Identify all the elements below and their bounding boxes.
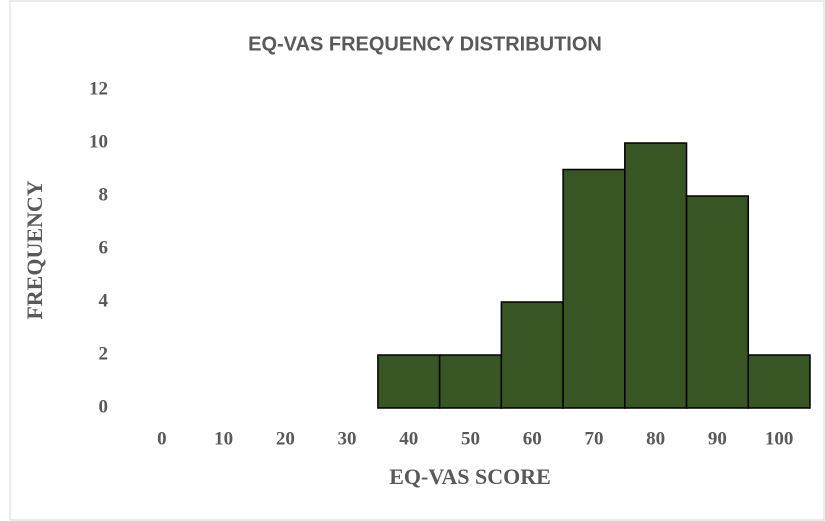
y-tick-label: 12 [89,78,108,99]
y-tick-label: 6 [99,237,109,258]
bar [685,195,750,409]
bar [500,301,564,409]
chart-title: EQ-VAS FREQUENCY DISTRIBUTION [248,33,602,55]
x-tick-label: 70 [584,428,603,449]
y-axis-label: FREQUENCY [22,180,47,319]
x-tick-label: 0 [157,428,167,449]
bar [562,168,626,409]
x-tick-label: 100 [765,428,794,449]
y-tick-label: 8 [99,184,109,205]
x-tick-label: 90 [708,428,727,449]
x-tick-label: 30 [338,428,357,449]
y-tick-label: 2 [99,343,109,364]
bar [377,354,441,409]
x-tick-label: 40 [399,428,418,449]
bar [438,354,503,409]
x-tick-label: 60 [523,428,542,449]
x-tick-label: 50 [461,428,480,449]
y-tick-label: 4 [99,290,109,311]
y-tick-label: 0 [99,396,109,417]
x-tick-label: 80 [646,428,665,449]
chart-frame [9,0,825,521]
bar [747,354,811,409]
x-tick-label: 10 [214,428,233,449]
x-axis-label: EQ-VAS SCORE [389,464,551,489]
bar [624,142,688,409]
x-tick-label: 20 [276,428,295,449]
y-tick-label: 10 [89,131,108,152]
